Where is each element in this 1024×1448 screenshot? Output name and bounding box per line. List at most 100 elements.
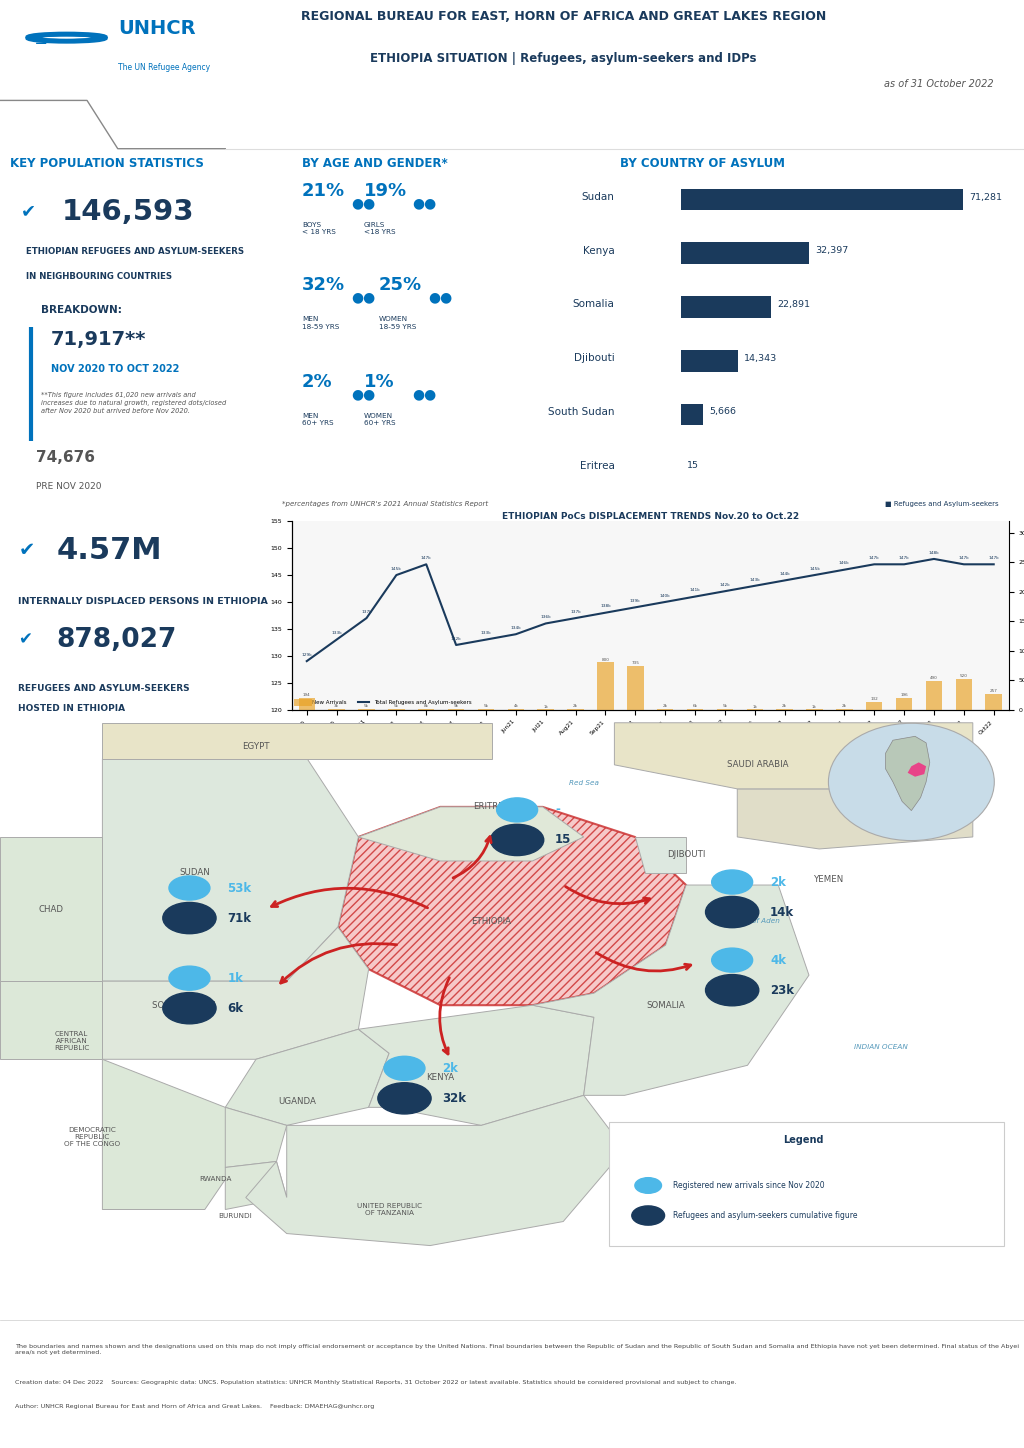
Text: ✔: ✔ [18, 542, 35, 560]
Text: CENTRAL
AFRICAN
REPUBLIC: CENTRAL AFRICAN REPUBLIC [54, 1031, 89, 1051]
Text: 147k: 147k [421, 556, 431, 560]
FancyBboxPatch shape [609, 1122, 1004, 1245]
Circle shape [384, 1056, 425, 1080]
Text: YEMEN: YEMEN [814, 875, 845, 883]
Text: 2k: 2k [442, 1061, 459, 1074]
FancyBboxPatch shape [681, 242, 809, 264]
Text: UNITED REPUBLIC
OF TANZANIA: UNITED REPUBLIC OF TANZANIA [356, 1203, 422, 1216]
Text: DEMOCRATIC
REPUBLIC
OF THE CONGO: DEMOCRATIC REPUBLIC OF THE CONGO [65, 1128, 120, 1147]
Text: 138k: 138k [600, 604, 610, 608]
Polygon shape [102, 759, 358, 982]
Text: BY AGE AND GENDER*: BY AGE AND GENDER* [302, 156, 447, 169]
Polygon shape [225, 1161, 287, 1209]
Text: ✔: ✔ [18, 631, 33, 649]
Text: 132k: 132k [451, 637, 462, 640]
Text: 2k: 2k [782, 705, 787, 708]
Text: 14k: 14k [770, 905, 795, 918]
Text: Author: UNHCR Regional Bureau for East and Horn of Africa and Great Lakes.    Fe: Author: UNHCR Regional Bureau for East a… [15, 1403, 375, 1409]
Text: 145k: 145k [809, 566, 820, 571]
Text: IN NEIGHBOURING COUNTRIES: IN NEIGHBOURING COUNTRIES [26, 272, 172, 281]
Title: ETHIOPIAN PoCs DISPLACEMENT TRENDS Nov.20 to Oct.22: ETHIOPIAN PoCs DISPLACEMENT TRENDS Nov.2… [502, 511, 799, 520]
Circle shape [378, 1083, 431, 1114]
Text: SAUDI ARABIA: SAUDI ARABIA [727, 760, 788, 769]
Polygon shape [0, 982, 102, 1060]
Text: 1k: 1k [753, 705, 757, 708]
FancyBboxPatch shape [681, 295, 771, 319]
Text: 132: 132 [870, 696, 879, 701]
Text: 25%: 25% [379, 277, 422, 294]
Text: South Sudan: South Sudan [548, 407, 614, 417]
Polygon shape [338, 807, 686, 1005]
Text: ■ Refugees and Asylum-seekers: ■ Refugees and Asylum-seekers [885, 501, 998, 507]
Text: 5k: 5k [364, 704, 369, 708]
Bar [985, 695, 1001, 710]
Bar [866, 702, 883, 710]
Polygon shape [102, 723, 492, 759]
Polygon shape [102, 1060, 246, 1209]
Polygon shape [358, 807, 584, 862]
Circle shape [632, 1206, 665, 1225]
Legend: New Arrivals, Total Refugees and Asylum-seekers: New Arrivals, Total Refugees and Asylum-… [295, 698, 473, 707]
Text: 71,917**: 71,917** [51, 330, 146, 349]
Text: DJIBOUTI: DJIBOUTI [667, 850, 706, 860]
Text: as of 31 October 2022: as of 31 October 2022 [884, 80, 993, 90]
Text: 19%: 19% [364, 181, 407, 200]
Text: ●●: ●● [428, 291, 453, 304]
Text: 143k: 143k [750, 578, 760, 582]
Text: 194: 194 [303, 694, 310, 696]
Text: Red Sea: Red Sea [568, 780, 599, 786]
Text: 6k: 6k [227, 1002, 244, 1015]
Text: 1k: 1k [227, 972, 244, 985]
Text: The boundaries and names shown and the designations used on this map do not impl: The boundaries and names shown and the d… [15, 1344, 1020, 1354]
Text: Refugees and asylum-seekers cumulative figure: Refugees and asylum-seekers cumulative f… [673, 1211, 857, 1221]
Text: BOYS
< 18 YRS: BOYS < 18 YRS [302, 222, 336, 235]
Text: INDIAN OCEAN: INDIAN OCEAN [854, 1044, 907, 1050]
Polygon shape [907, 762, 926, 776]
Text: PRE NOV 2020: PRE NOV 2020 [36, 482, 101, 491]
Circle shape [490, 824, 544, 856]
Circle shape [163, 902, 216, 934]
Circle shape [635, 1177, 662, 1193]
Circle shape [706, 896, 759, 928]
Text: 23k: 23k [770, 983, 794, 996]
Text: ☰: ☰ [35, 32, 47, 46]
Text: Eritrea: Eritrea [580, 460, 614, 471]
Text: 4k: 4k [770, 954, 786, 967]
Text: 21%: 21% [302, 181, 345, 200]
Text: KEY POPULATION STATISTICS: KEY POPULATION STATISTICS [10, 156, 204, 169]
Text: WOMEN
18-59 YRS: WOMEN 18-59 YRS [379, 316, 416, 330]
Text: 5,666: 5,666 [710, 407, 736, 417]
Circle shape [169, 966, 210, 990]
Text: 14,343: 14,343 [743, 353, 777, 363]
Bar [926, 681, 942, 710]
Text: ETHIOPIAN REFUGEES AND ASYLUM-SEEKERS: ETHIOPIAN REFUGEES AND ASYLUM-SEEKERS [26, 248, 244, 256]
Text: Legend: Legend [783, 1135, 824, 1145]
Text: 3k: 3k [334, 704, 339, 708]
Text: Registered new arrivals since Nov 2020: Registered new arrivals since Nov 2020 [673, 1182, 824, 1190]
Circle shape [828, 724, 994, 840]
Text: 71,281: 71,281 [969, 193, 1001, 201]
Text: 257: 257 [990, 689, 997, 694]
Text: REGIONAL BUREAU FOR EAST, HORN OF AFRICA AND GREAT LAKES REGION: REGIONAL BUREAU FOR EAST, HORN OF AFRICA… [301, 10, 825, 23]
Text: SUDAN: SUDAN [179, 869, 210, 877]
Text: Djibouti: Djibouti [573, 353, 614, 363]
Text: 142k: 142k [720, 584, 730, 586]
Bar [896, 698, 912, 710]
Polygon shape [0, 837, 102, 982]
Text: SOMALIA: SOMALIA [646, 1001, 685, 1009]
Text: 74,676: 74,676 [36, 450, 95, 465]
Circle shape [169, 876, 210, 901]
Text: REFUGEES AND ASYLUM-SEEKERS: REFUGEES AND ASYLUM-SEEKERS [18, 683, 190, 694]
FancyBboxPatch shape [681, 350, 737, 372]
Text: ERITREA: ERITREA [473, 802, 510, 811]
Text: 8k: 8k [424, 704, 429, 708]
Text: WOMEN
60+ YRS: WOMEN 60+ YRS [364, 413, 395, 426]
Text: 15: 15 [555, 834, 571, 847]
Polygon shape [886, 736, 930, 811]
Polygon shape [532, 885, 809, 1095]
Polygon shape [358, 1005, 594, 1125]
Circle shape [706, 975, 759, 1006]
Text: KENYA: KENYA [426, 1073, 455, 1082]
Text: 129k: 129k [301, 653, 312, 657]
Text: GIRLS
<18 YRS: GIRLS <18 YRS [364, 222, 395, 235]
